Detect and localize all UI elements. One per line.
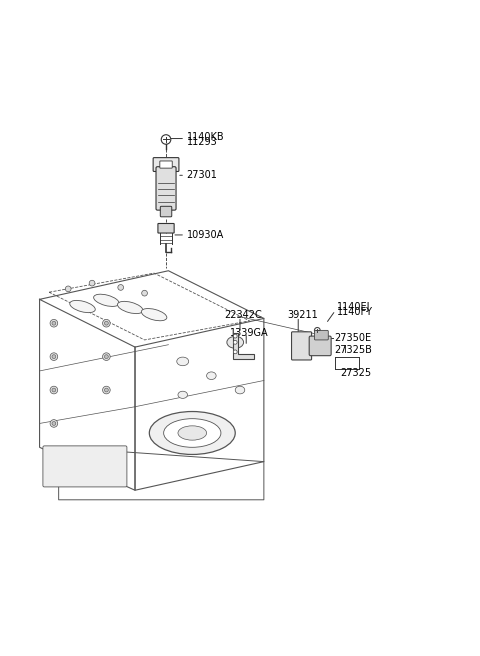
FancyBboxPatch shape [156,167,176,210]
Circle shape [50,386,58,394]
Circle shape [161,134,171,144]
FancyBboxPatch shape [153,157,179,171]
Polygon shape [233,333,254,359]
Circle shape [105,388,108,392]
Text: 27325B: 27325B [334,346,372,356]
Circle shape [52,388,56,392]
FancyBboxPatch shape [160,206,172,216]
Circle shape [233,350,237,354]
Circle shape [103,386,110,394]
Ellipse shape [227,337,243,348]
Ellipse shape [177,357,189,365]
Circle shape [52,422,56,425]
Circle shape [142,291,147,296]
Ellipse shape [178,391,188,398]
Circle shape [105,321,108,325]
Text: 39211: 39211 [288,310,318,320]
FancyBboxPatch shape [43,446,127,487]
Text: 1140EJ: 1140EJ [337,302,371,312]
Circle shape [89,280,95,286]
Text: 1339GA: 1339GA [229,328,268,338]
Circle shape [50,319,58,327]
Ellipse shape [178,426,206,440]
Circle shape [103,353,110,360]
Ellipse shape [118,301,143,314]
FancyBboxPatch shape [309,336,331,356]
FancyBboxPatch shape [160,161,172,168]
Text: 1140FY: 1140FY [337,307,373,318]
Ellipse shape [94,295,119,306]
Ellipse shape [149,411,235,455]
Ellipse shape [70,300,95,313]
Circle shape [105,355,108,359]
Text: 27350E: 27350E [334,333,371,342]
Circle shape [50,420,58,427]
Circle shape [50,353,58,360]
Ellipse shape [235,386,245,394]
Circle shape [52,321,56,325]
Text: 10930A: 10930A [187,230,224,240]
Circle shape [233,334,237,338]
Ellipse shape [164,419,221,447]
Text: 1140KB: 1140KB [187,132,224,142]
Text: 27325: 27325 [340,368,372,379]
Text: 22342C: 22342C [225,310,263,320]
Text: 11293: 11293 [187,137,217,148]
Circle shape [52,355,56,359]
Circle shape [65,286,71,292]
FancyBboxPatch shape [158,224,174,233]
FancyBboxPatch shape [314,331,328,340]
Circle shape [118,285,123,291]
Circle shape [103,319,110,327]
Circle shape [314,327,320,333]
FancyBboxPatch shape [291,332,312,360]
Ellipse shape [141,308,167,321]
Ellipse shape [206,372,216,380]
Circle shape [233,340,237,344]
Text: 27301: 27301 [187,171,217,180]
